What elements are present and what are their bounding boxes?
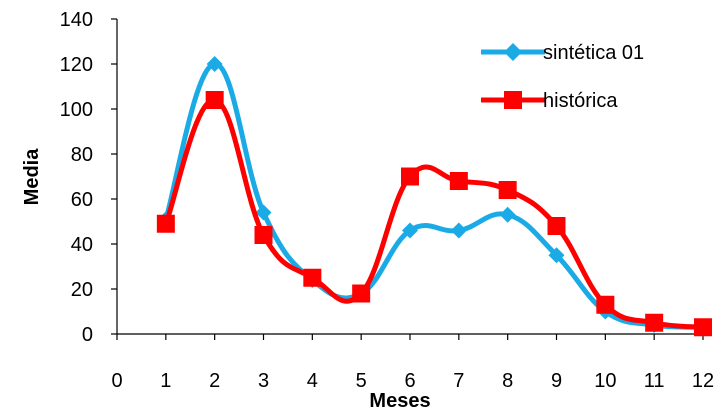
x-tick-label: 2 — [209, 370, 220, 392]
data-point — [450, 222, 467, 239]
x-tick-label: 3 — [258, 370, 269, 392]
data-point — [352, 284, 371, 303]
legend-label: sintética 01 — [543, 42, 644, 64]
x-tick-labels: 0 1 2 3 4 5 6 7 8 9 10 11 12 — [111, 334, 714, 392]
x-tick-label: 12 — [692, 370, 714, 392]
x-tick-label: 0 — [111, 370, 122, 392]
series-2 — [156, 91, 712, 337]
data-point — [156, 214, 175, 233]
legend-label: histórica — [543, 90, 618, 112]
y-tick-label: 60 — [71, 189, 93, 211]
y-tick-label: 80 — [71, 144, 93, 166]
y-tick-label: 100 — [60, 99, 93, 121]
series-1 — [157, 56, 711, 336]
legend-entry: histórica — [481, 90, 618, 112]
data-point — [205, 91, 224, 109]
data-point — [498, 181, 517, 199]
data-point — [303, 268, 322, 287]
data-point — [548, 247, 565, 264]
data-point — [254, 226, 273, 244]
data-point — [206, 56, 223, 72]
data-point — [499, 206, 516, 223]
legend: sintética 01 histórica — [481, 42, 644, 112]
series-line — [163, 97, 706, 330]
y-tick-label: 20 — [71, 279, 93, 301]
x-tick-label: 6 — [404, 370, 415, 392]
data-point — [694, 318, 712, 337]
data-point — [596, 295, 615, 314]
y-tick-label: 0 — [82, 324, 93, 346]
y-tick-label: 120 — [60, 54, 93, 76]
series-line — [163, 61, 706, 330]
x-tick-label: 11 — [644, 370, 665, 392]
legend-marker — [504, 91, 522, 109]
data-point — [255, 204, 272, 221]
x-tick-label: 10 — [594, 370, 616, 392]
y-tick-label: 140 — [60, 9, 93, 31]
data-point — [547, 217, 566, 235]
legend-entry: sintética 01 — [481, 42, 644, 64]
x-tick-label: 1 — [160, 370, 171, 392]
x-tick-label: 7 — [453, 370, 464, 392]
data-point — [401, 167, 419, 186]
x-tick-label: 9 — [551, 370, 562, 392]
data-point — [645, 313, 664, 332]
x-tick-label: 5 — [356, 370, 367, 392]
y-axis-title: Media — [21, 148, 43, 206]
data-point — [402, 222, 418, 239]
data-point — [449, 172, 468, 190]
y-tick-labels: 0 20 40 60 80 100 120 140 — [60, 9, 117, 346]
x-tick-label: 4 — [307, 370, 318, 392]
legend-marker — [504, 43, 522, 61]
x-axis-title: Meses — [369, 390, 430, 412]
x-tick-label: 8 — [502, 370, 513, 392]
series-layer — [156, 56, 712, 337]
y-tick-label: 40 — [71, 234, 93, 256]
